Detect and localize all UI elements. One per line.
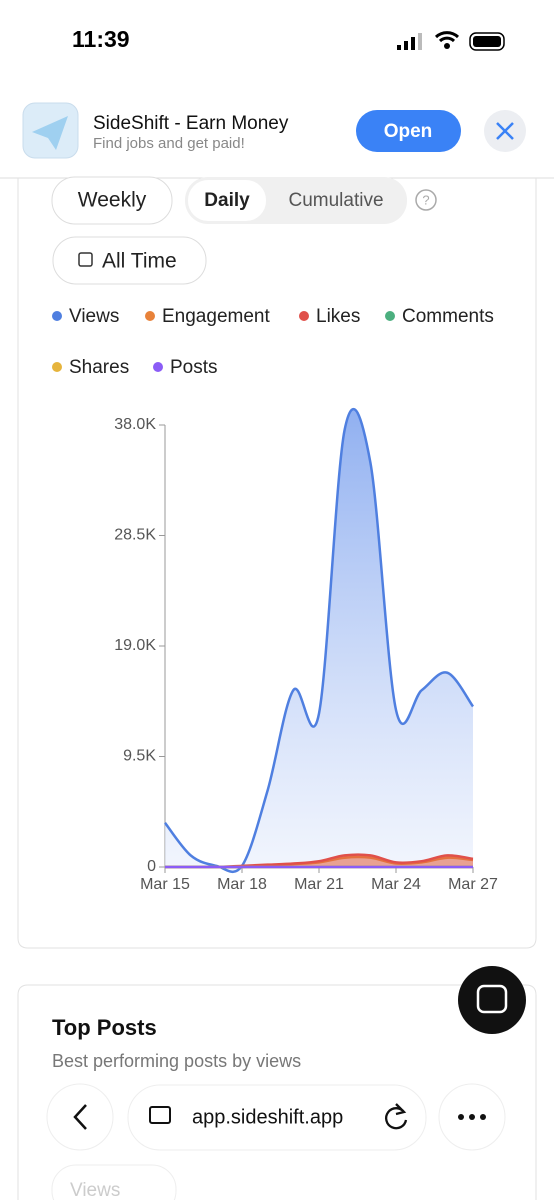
- x-tick-label: Mar 21: [294, 876, 344, 893]
- range-button[interactable]: [52, 236, 207, 285]
- y-tick-label: 9.5K: [123, 748, 156, 765]
- open-button-label: Open: [384, 121, 433, 142]
- chat-button[interactable]: [458, 966, 526, 1034]
- url-bar[interactable]: [127, 1084, 427, 1151]
- plot: 0 9.5K 19.0K 28.5K 38.0K Mar 15 Mar 18 Mar 21 Ma…: [114, 407, 498, 893]
- open-button[interactable]: [356, 110, 461, 152]
- tab-weekly[interactable]: [51, 176, 173, 225]
- top-posts-card: [17, 984, 537, 1200]
- banner-title: SideShift - Earn Money: [93, 113, 289, 134]
- series-area: [165, 409, 473, 872]
- chat-icon: [476, 984, 508, 1014]
- tab-daily[interactable]: [188, 180, 266, 221]
- status-icons: [397, 31, 505, 51]
- views-filter[interactable]: [51, 1164, 177, 1200]
- legend-swatch: [52, 362, 62, 372]
- x-tick-label: Mar 24: [371, 876, 421, 893]
- range-label: All Time: [102, 250, 177, 273]
- banner: [0, 88, 554, 178]
- tab-label: Weekly: [78, 189, 147, 212]
- legend-label: Shares: [69, 357, 129, 378]
- top-posts-subtitle: Best performing posts by views: [52, 1051, 301, 1071]
- legend-label: Engagement: [162, 306, 270, 327]
- status-time: 11:39: [72, 26, 130, 52]
- calendar-icon: [78, 252, 93, 267]
- chart-card: [17, 178, 537, 949]
- legend-label: Views: [69, 306, 119, 327]
- legend-label: Posts: [170, 357, 218, 378]
- x-tick-label: Mar 18: [217, 876, 267, 893]
- help-glyph: ?: [422, 192, 429, 207]
- legend-swatch: [153, 362, 163, 372]
- y-tick-label: 38.0K: [114, 416, 156, 433]
- series-line: [164, 407, 475, 874]
- banner-subtitle: Find jobs and get paid!: [93, 135, 245, 152]
- y-tick-label: 19.0K: [114, 637, 156, 654]
- y-tick-label: 28.5K: [114, 527, 156, 544]
- legend-swatch: [299, 311, 309, 321]
- more-icon: [458, 1114, 486, 1120]
- close-icon: [496, 122, 514, 140]
- legend-swatch: [385, 311, 395, 321]
- back-icon: [73, 1104, 87, 1130]
- x-tick-label: Mar 15: [140, 876, 190, 893]
- tab-label[interactable]: Cumulative: [288, 190, 383, 211]
- legend: Views Engagement Likes Comments Shares Posts: [52, 306, 494, 378]
- top-posts-title: Top Posts: [52, 1015, 157, 1040]
- legend-swatch: [52, 311, 62, 321]
- help-icon[interactable]: [415, 189, 437, 211]
- reload-icon[interactable]: [385, 1103, 408, 1130]
- tab-label: Daily: [204, 190, 250, 211]
- series-area: [165, 854, 473, 868]
- back-button[interactable]: [46, 1083, 114, 1151]
- legend-label: Comments: [402, 306, 494, 327]
- legend-swatch: [145, 311, 155, 321]
- url-text: app.sideshift.app: [192, 1106, 343, 1128]
- x-tick-label: Mar 27: [448, 876, 498, 893]
- app-icon-glyph: [32, 116, 68, 150]
- views-filter-label: Views: [70, 1180, 120, 1200]
- y-tick-label: 0: [147, 858, 156, 875]
- tabs-icon: [149, 1106, 171, 1124]
- legend-label: Likes: [316, 306, 360, 327]
